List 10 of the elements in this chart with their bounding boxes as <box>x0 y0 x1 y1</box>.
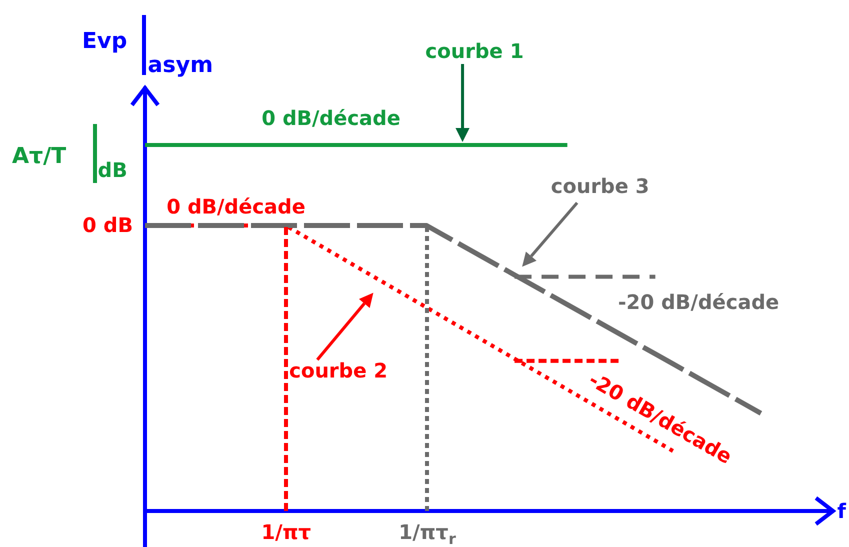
text: courbe 3 <box>550 174 650 198</box>
x-axis-title: f <box>837 498 846 523</box>
x-tick-label: 1/πτ <box>261 520 312 544</box>
text: courbe 1 <box>425 38 524 63</box>
x-tick-label: 1/πτ$_{r}$ <box>398 520 456 547</box>
text: 0 dB <box>82 213 133 237</box>
annotation: -20 dB/décade <box>618 290 780 314</box>
annotation: 0 dB/décade <box>262 106 400 130</box>
text: courbe 2 <box>289 358 388 383</box>
annotation: 0 dB/décade <box>166 194 306 219</box>
